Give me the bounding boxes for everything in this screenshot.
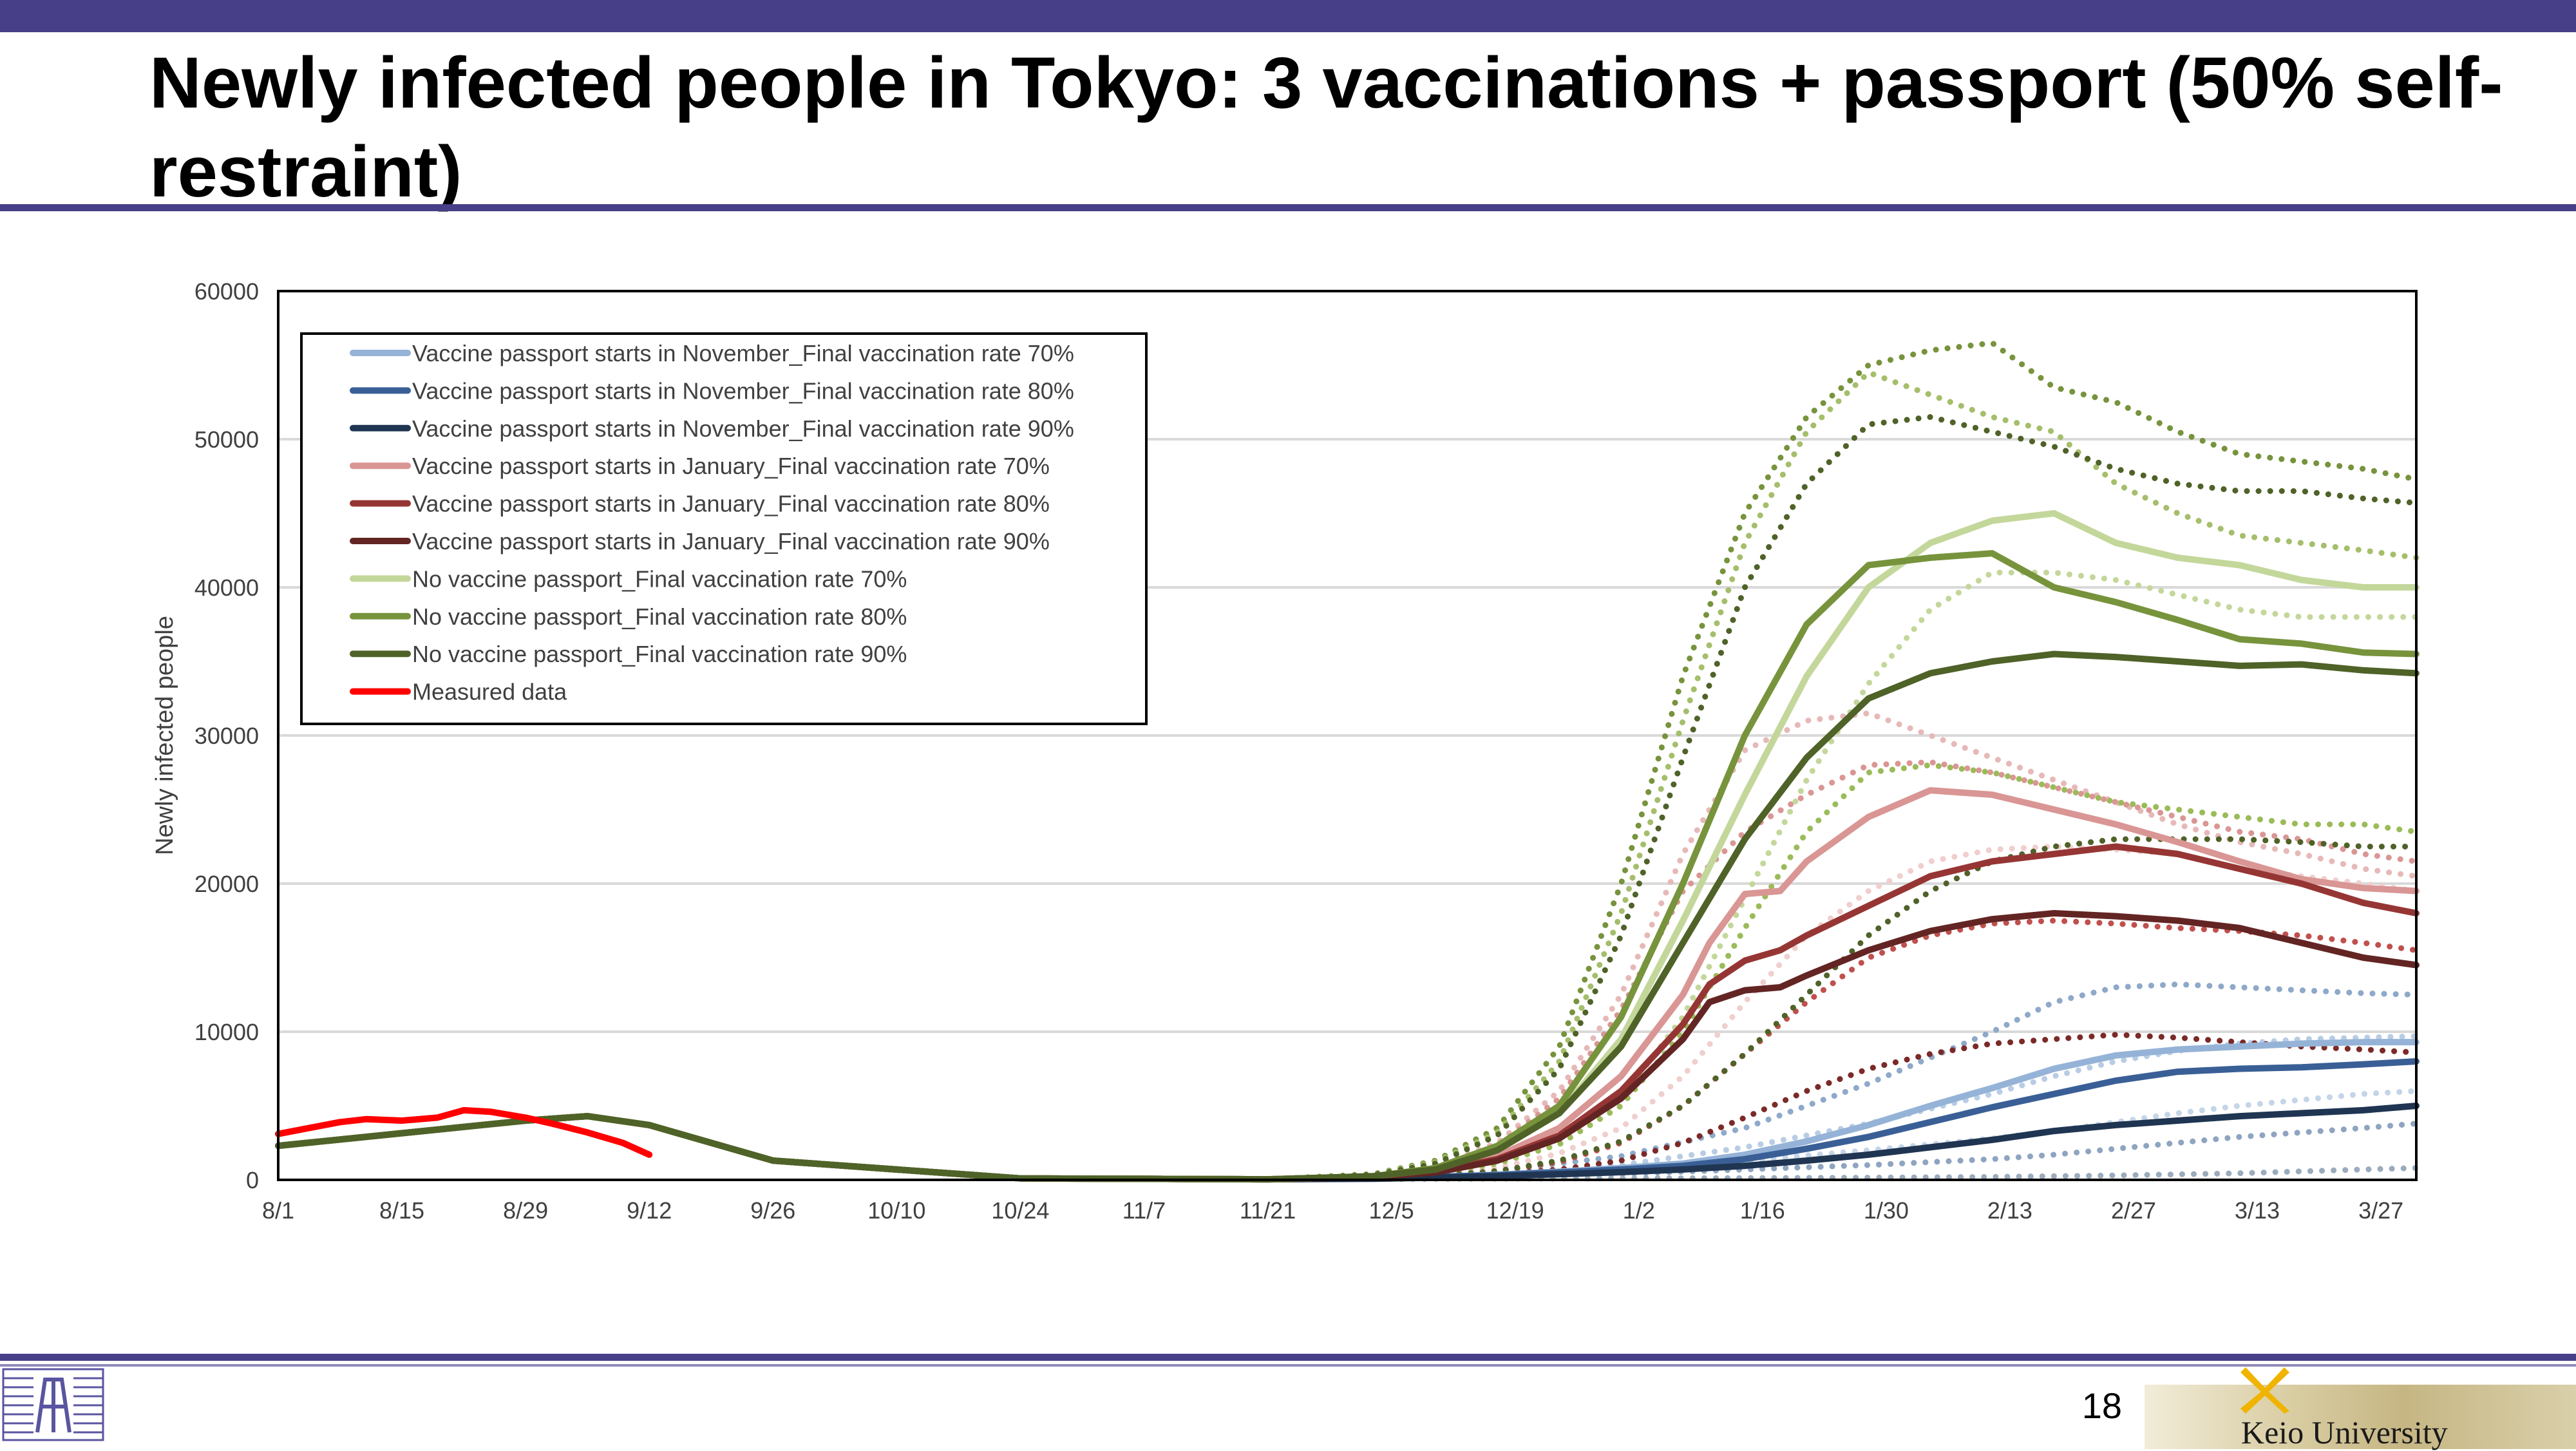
footer-divider: [0, 1354, 2576, 1361]
x-tick-label: 8/1: [262, 1197, 294, 1224]
x-tick-label: 3/13: [2235, 1197, 2280, 1224]
x-tick-label: 12/5: [1369, 1197, 1414, 1224]
legend-box: [300, 332, 1148, 725]
legend-label: Vaccine passport starts in January_Final…: [412, 491, 1050, 517]
keio-banner: Keio University: [2145, 1367, 2576, 1450]
series-line-8: [275, 650, 2420, 1183]
x-tick-label: 8/29: [503, 1197, 548, 1224]
y-tick-label: 40000: [194, 574, 259, 601]
legend-label: Vaccine passport starts in November_Fina…: [412, 415, 1074, 442]
legend-label: No vaccine passport_Final vaccination ra…: [412, 565, 907, 592]
legend-label: Vaccine passport starts in January_Final…: [412, 528, 1050, 555]
x-tick-label: 10/24: [991, 1197, 1049, 1224]
series-line-5: [275, 910, 2420, 1183]
chart-container: 0 10000 20000 30000 40000 50000 60000 8/1 8/15 8/…: [0, 213, 2576, 1275]
x-tick-label: 11/21: [1240, 1197, 1296, 1224]
y-tick-label: 0: [246, 1167, 259, 1193]
x-tick-label: 2/27: [2111, 1197, 2156, 1224]
y-axis-label: Newly infected people: [151, 616, 178, 855]
legend-label: Vaccine passport starts in January_Final…: [412, 453, 1050, 479]
page-number: 18: [2081, 1385, 2122, 1426]
x-tick-label: 12/19: [1486, 1197, 1544, 1224]
series-line-18: [275, 918, 2420, 1182]
x-tick-label: 1/30: [1864, 1197, 1909, 1224]
x-tick-label: 1/2: [1623, 1197, 1655, 1224]
x-tick-label: 1/16: [1740, 1197, 1785, 1224]
series-line-9: [275, 1106, 653, 1158]
x-tick-label: 9/12: [627, 1197, 672, 1224]
y-tick-label: 10000: [194, 1019, 259, 1045]
line-chart: 0 10000 20000 30000 40000 50000 60000 8/1 8/15 8/…: [151, 278, 2420, 1224]
top-accent-bar: [0, 0, 2576, 32]
series-line-0: [275, 1039, 2420, 1183]
y-tick-label: 30000: [194, 723, 259, 749]
series-line-19: [275, 1032, 2420, 1182]
x-tick-label: 10/10: [867, 1197, 925, 1224]
legend-label: No vaccine passport_Final vaccination ra…: [412, 641, 907, 667]
x-tick-label: 8/15: [379, 1197, 424, 1224]
series-line-15: [275, 710, 2420, 1182]
y-tick-label: 60000: [194, 278, 259, 305]
footer-thin-line: [0, 1364, 2576, 1367]
institution-name: Keio University: [2241, 1414, 2448, 1450]
y-tick-label: 20000: [194, 871, 259, 897]
x-tick-label: 11/7: [1122, 1197, 1166, 1224]
x-tick-label: 9/26: [750, 1197, 795, 1224]
legend-label: No vaccine passport_Final vaccination ra…: [412, 603, 907, 630]
title-divider: [0, 204, 2576, 211]
legend-label: Vaccine passport starts in November_Fina…: [412, 377, 1074, 404]
pen-crossed-logo-icon: [2240, 1367, 2289, 1414]
y-tick-label: 50000: [194, 426, 259, 453]
plot-frame: [277, 290, 2418, 1181]
legend-label: Vaccine passport starts in November_Fina…: [412, 340, 1074, 366]
legend-label: Measured data: [412, 679, 567, 705]
x-tick-label: 3/27: [2358, 1197, 2403, 1224]
x-tick-label: 2/13: [1987, 1197, 2032, 1224]
slide-title: Newly infected people in Tokyo: 3 vaccin…: [149, 43, 2503, 212]
lab-logo-icon: [2, 1368, 104, 1441]
